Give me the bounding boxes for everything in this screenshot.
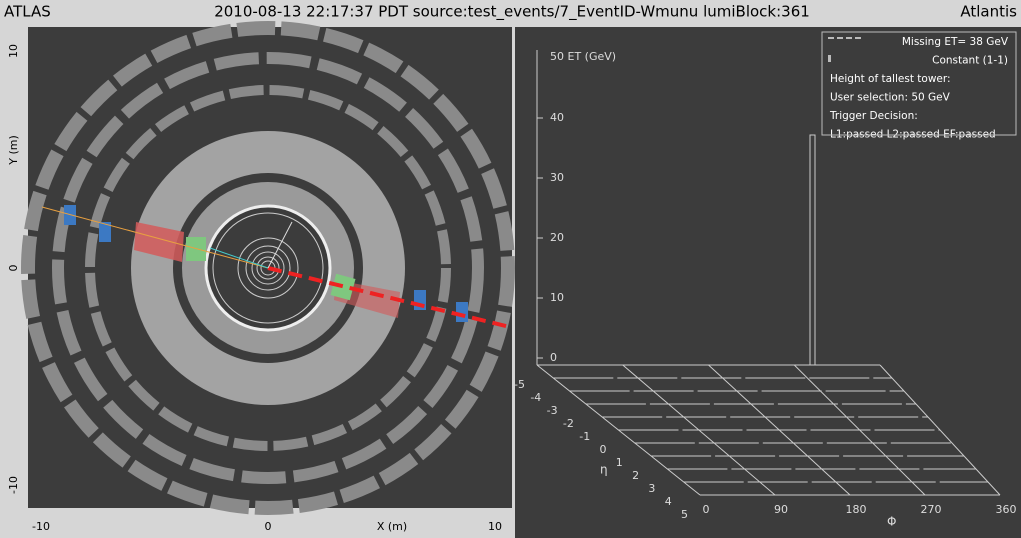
- legend-text: User selection: 50 GeV: [830, 92, 951, 104]
- x-tick-label: 0: [265, 520, 272, 533]
- y-tick-label: 0: [7, 265, 20, 272]
- muon-chamber-ring: [52, 52, 484, 484]
- phi-label: Φ: [887, 515, 896, 529]
- phi-grid-line: [536, 364, 701, 496]
- phi-tick-label: 360: [996, 503, 1017, 516]
- track: [209, 247, 269, 269]
- eta-tick-label: 1: [616, 456, 623, 469]
- phi-grid-line: [708, 364, 851, 496]
- phi-grid-line: [793, 364, 926, 496]
- track: [41, 206, 269, 269]
- x-axis-label: X (m): [377, 520, 407, 533]
- eta-tick-label: -3: [547, 404, 558, 417]
- phi-tick-label: 180: [846, 503, 867, 516]
- missing-et-tower: [809, 134, 816, 366]
- track: [267, 221, 293, 269]
- muon-hit: [99, 222, 111, 242]
- et-tick-label: 0: [550, 351, 557, 364]
- eta-tick-label: 5: [681, 508, 688, 521]
- eta-tick-label: 2: [632, 469, 639, 482]
- phi-tick-label: 270: [921, 503, 942, 516]
- eta-tick-label: -5: [514, 378, 525, 391]
- muon-chamber-ring: [85, 85, 451, 451]
- header-title: 2010-08-13 22:17:37 PDT source:test_even…: [214, 3, 810, 22]
- legend-text: Constant (1-1): [932, 55, 1008, 67]
- phi-tick-label: 0: [703, 503, 710, 516]
- header-right: Atlantis: [960, 3, 1017, 21]
- legend-text: Missing ET= 38 GeV: [902, 36, 1009, 48]
- phi-grid-line: [879, 364, 1001, 496]
- y-axis-label: Y (m): [7, 135, 20, 166]
- tracker-layer: [245, 245, 291, 291]
- tracker-layer: [237, 237, 299, 299]
- eta-tick-label: 3: [648, 482, 655, 495]
- calo-cluster-green: [330, 273, 356, 301]
- legend-text: Trigger Decision:: [829, 110, 918, 122]
- legend-key-tower: [828, 55, 831, 62]
- et-tick-label: 40: [550, 111, 564, 124]
- et-tick-label: 30: [550, 171, 564, 184]
- muon-chamber-ring: [21, 21, 515, 515]
- phi-tick-label: 90: [774, 503, 788, 516]
- eta-label: η: [600, 463, 608, 477]
- y-tick-label: 10: [7, 44, 20, 58]
- header-left: ATLAS: [4, 3, 51, 21]
- eta-tick-label: 4: [665, 495, 672, 508]
- legend-text: Height of tallest tower:: [830, 73, 951, 85]
- et-axis-label: 50 ET (GeV): [550, 50, 616, 63]
- calo-cluster: [134, 222, 184, 262]
- phi-grid-line: [622, 364, 776, 496]
- eta-tick-label: -2: [563, 417, 574, 430]
- et-tick-label: 10: [550, 291, 564, 304]
- x-tick-label: -10: [32, 520, 50, 533]
- eta-tick-label: 0: [600, 443, 607, 456]
- tracker-layer: [212, 212, 324, 324]
- muon-hit: [456, 302, 468, 322]
- eta-tick-label: -4: [530, 391, 541, 404]
- tracker-layer: [251, 251, 285, 285]
- legend-box: [821, 31, 1017, 136]
- xy-detector: [21, 21, 515, 515]
- tracker-layer: [256, 256, 280, 280]
- y-tick-label: -10: [7, 476, 20, 494]
- x-tick-label: 10: [488, 520, 502, 533]
- lego-panel: [515, 27, 1021, 538]
- eta-tick-label: -1: [579, 430, 590, 443]
- et-tick-label: 20: [550, 231, 564, 244]
